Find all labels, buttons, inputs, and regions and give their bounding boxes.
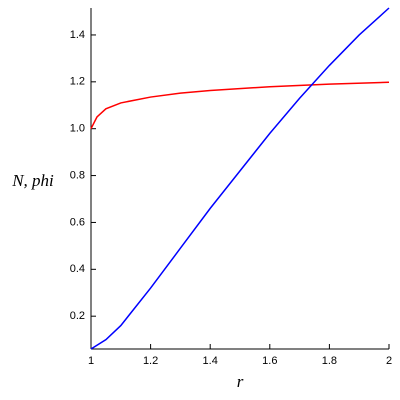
x-tick-label: 1.8 <box>322 355 337 367</box>
data-line <box>90 7 390 350</box>
x-tick-label: 1 <box>88 355 94 367</box>
y-tick-label: 1.4 <box>70 29 85 41</box>
x-tick-label: 2 <box>386 355 392 367</box>
y-tick-label: 0.8 <box>70 169 85 181</box>
y-tick-label: 0.4 <box>70 263 85 275</box>
y-tick-label: 1.2 <box>70 76 85 88</box>
x-tick-label: 1.2 <box>143 355 158 367</box>
y-tick-label: 0.2 <box>70 310 85 322</box>
x-tick-label: 1.6 <box>262 355 277 367</box>
x-axis-title: r <box>237 372 244 391</box>
data-line <box>90 81 390 130</box>
y-tick-label: 0.6 <box>70 216 85 228</box>
x-tick-label: 1.4 <box>203 355 218 367</box>
y-axis-title: N, phi <box>11 171 54 190</box>
y-tick-label: 1.0 <box>70 123 85 135</box>
